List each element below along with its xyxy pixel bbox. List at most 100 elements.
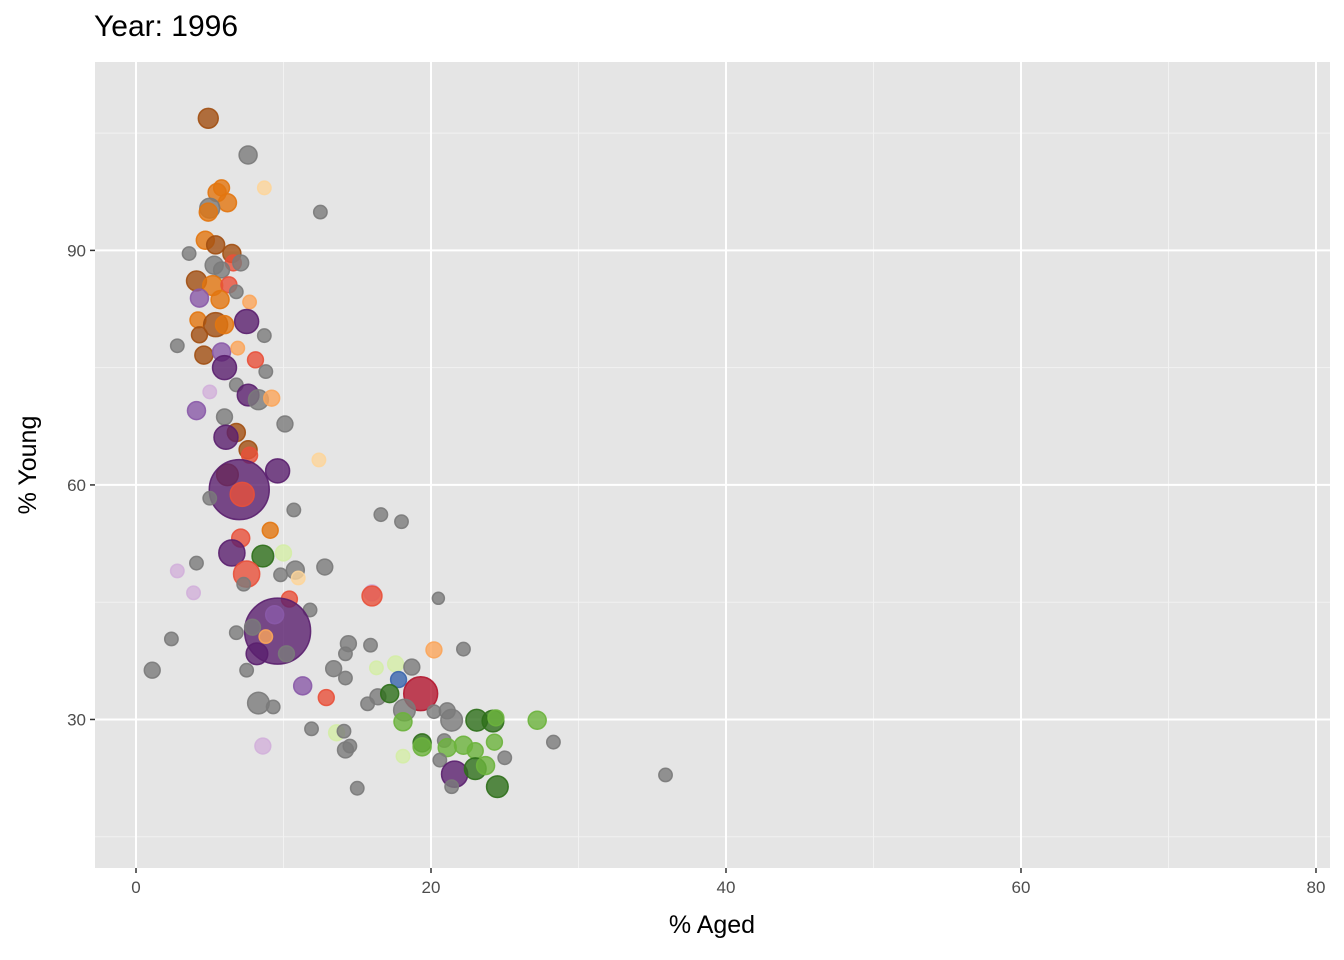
data-point — [316, 558, 334, 576]
x-axis-label: % Aged — [669, 911, 755, 939]
data-point — [527, 710, 547, 730]
data-point — [394, 514, 409, 530]
data-point — [264, 458, 291, 484]
data-point — [292, 676, 313, 696]
data-point — [243, 618, 262, 636]
data-point — [466, 742, 484, 760]
data-point — [198, 202, 219, 222]
x-tick-label: 20 — [422, 878, 441, 897]
data-point — [256, 180, 272, 196]
data-point — [312, 204, 328, 220]
data-point — [290, 570, 306, 586]
data-point — [228, 625, 244, 641]
data-point — [395, 748, 411, 764]
data-point — [286, 502, 302, 518]
x-tick-label: 60 — [1012, 878, 1031, 897]
data-point — [304, 721, 319, 737]
axis-ticks: 0 20 40 60 80 30 60 90 — [67, 241, 1325, 897]
data-point — [239, 662, 255, 678]
data-point — [273, 567, 289, 583]
data-point — [317, 688, 335, 707]
data-point — [251, 544, 275, 568]
data-point — [202, 384, 218, 400]
data-point — [342, 738, 358, 754]
data-point — [393, 712, 413, 732]
data-point — [274, 544, 293, 562]
data-point — [245, 642, 269, 666]
data-point — [336, 723, 352, 739]
data-point — [242, 294, 258, 310]
data-point — [324, 659, 343, 678]
data-point — [658, 767, 673, 783]
data-point — [264, 604, 285, 625]
x-tick-label: 0 — [131, 878, 140, 897]
data-point — [440, 708, 464, 732]
data-point — [254, 737, 272, 755]
data-point — [432, 752, 448, 768]
y-tick-label: 90 — [67, 241, 86, 260]
data-point — [143, 661, 161, 679]
data-point — [190, 326, 209, 344]
data-point — [205, 235, 226, 255]
y-axis-label: % Young — [14, 416, 42, 515]
data-point — [211, 354, 238, 381]
data-point — [197, 107, 219, 129]
data-point — [349, 780, 365, 796]
data-point — [246, 351, 265, 369]
data-point — [238, 145, 258, 165]
data-point — [214, 314, 235, 335]
data-points — [143, 107, 673, 799]
x-tick-label: 80 — [1307, 878, 1326, 897]
data-point — [485, 733, 504, 751]
data-point — [263, 389, 281, 407]
data-point — [444, 779, 460, 795]
data-point — [363, 637, 378, 653]
data-point — [487, 709, 505, 727]
data-point — [186, 400, 207, 421]
data-point — [210, 289, 230, 310]
data-point — [215, 408, 234, 426]
data-point — [169, 563, 185, 579]
data-point — [163, 631, 179, 647]
data-point — [181, 246, 197, 261]
gridlines — [95, 62, 1330, 868]
data-point — [261, 521, 279, 539]
data-point — [455, 641, 471, 657]
data-point — [265, 699, 281, 715]
data-point — [169, 338, 185, 354]
data-point — [186, 585, 201, 601]
data-point — [379, 683, 400, 704]
data-point — [218, 539, 246, 567]
data-point — [258, 629, 274, 645]
data-point — [497, 750, 513, 766]
chart-title: Year: 1996 — [94, 10, 239, 43]
data-point — [361, 585, 383, 607]
data-point — [276, 415, 294, 433]
data-point — [311, 452, 327, 468]
data-point — [403, 658, 421, 676]
data-point — [425, 641, 443, 659]
data-point — [189, 288, 210, 308]
y-tick-label: 60 — [67, 476, 86, 495]
data-point — [230, 340, 246, 356]
data-point — [373, 507, 389, 523]
data-point — [475, 755, 496, 776]
data-point — [258, 364, 274, 380]
y-tick-label: 30 — [67, 710, 86, 729]
data-point — [412, 737, 432, 757]
data-point — [431, 591, 446, 606]
data-point — [256, 328, 272, 344]
data-point — [246, 691, 270, 715]
data-point — [368, 660, 384, 676]
data-point — [337, 646, 353, 662]
data-point — [202, 490, 218, 506]
data-point — [229, 481, 255, 508]
data-point — [212, 261, 231, 279]
data-point — [217, 192, 238, 213]
data-point — [545, 734, 561, 750]
data-point — [213, 424, 239, 450]
data-point — [389, 670, 408, 689]
data-point — [236, 576, 252, 592]
data-point — [228, 284, 244, 300]
